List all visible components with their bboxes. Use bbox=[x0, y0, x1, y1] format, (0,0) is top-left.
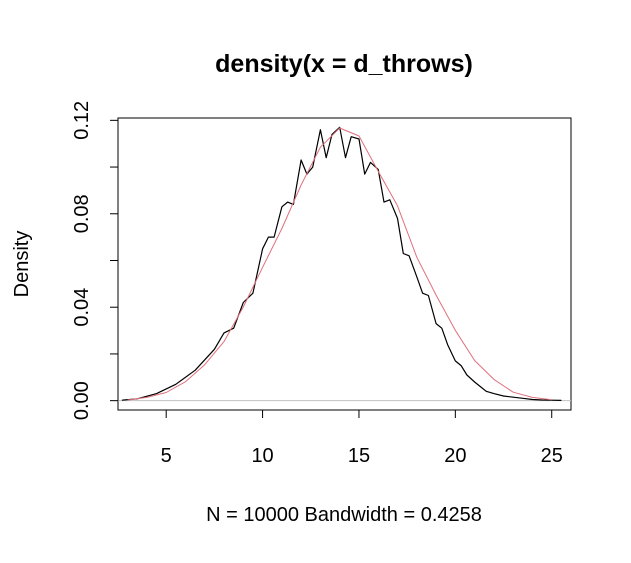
y-axis-label: Density bbox=[11, 231, 33, 298]
y-tick-label: 0.12 bbox=[71, 101, 93, 140]
density-line bbox=[121, 126, 562, 401]
y-tick-label: 0.08 bbox=[71, 194, 93, 233]
x-tick-label: 25 bbox=[541, 445, 563, 467]
x-tick-label: 15 bbox=[348, 445, 370, 467]
x-tick-label: 10 bbox=[251, 445, 273, 467]
y-tick-label: 0.04 bbox=[71, 288, 93, 327]
normal-curve bbox=[127, 127, 552, 401]
chart-title: density(x = d_throws) bbox=[215, 50, 473, 78]
y-tick-label: 0.00 bbox=[71, 381, 93, 420]
plot-frame bbox=[117, 117, 572, 411]
x-tick-label: 20 bbox=[444, 445, 466, 467]
x-axis-label: N = 10000 Bandwidth = 0.4258 bbox=[206, 504, 482, 526]
x-tick-label: 5 bbox=[161, 445, 172, 467]
